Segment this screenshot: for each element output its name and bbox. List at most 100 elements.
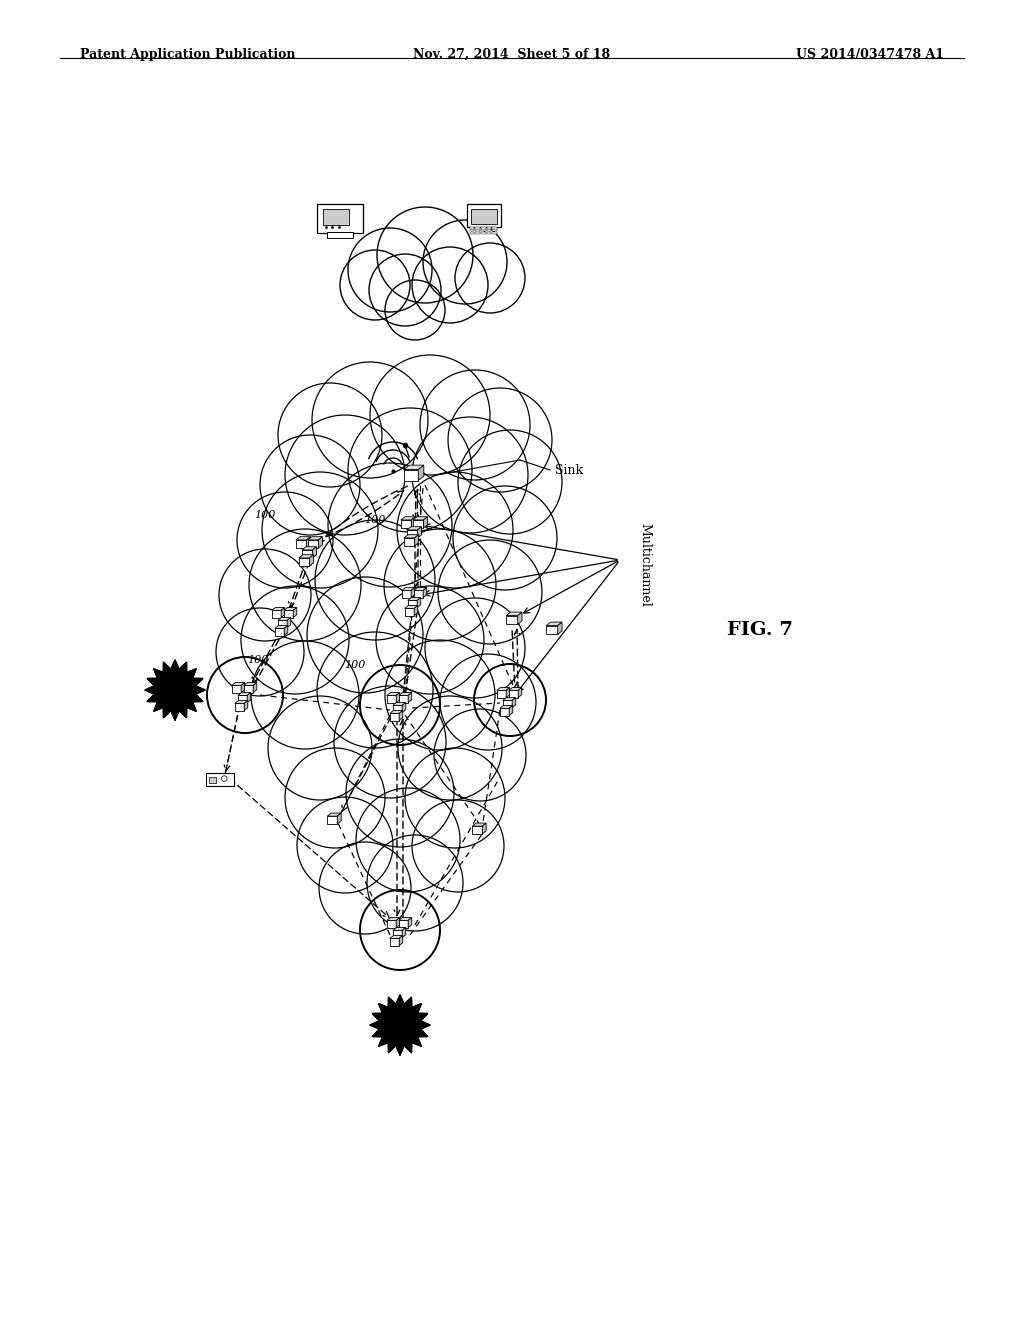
Circle shape xyxy=(356,788,460,892)
Polygon shape xyxy=(506,688,510,697)
Circle shape xyxy=(315,520,435,640)
Circle shape xyxy=(377,207,473,304)
Circle shape xyxy=(370,355,490,475)
Polygon shape xyxy=(509,690,518,697)
Circle shape xyxy=(348,408,472,532)
Text: Nov. 27, 2014  Sheet 5 of 18: Nov. 27, 2014 Sheet 5 of 18 xyxy=(414,48,610,61)
Bar xyxy=(209,777,216,783)
Polygon shape xyxy=(503,701,512,708)
Circle shape xyxy=(397,473,513,587)
Polygon shape xyxy=(231,682,245,685)
Polygon shape xyxy=(271,610,282,618)
Bar xyxy=(316,205,364,232)
Circle shape xyxy=(412,247,488,323)
Circle shape xyxy=(219,549,311,642)
Polygon shape xyxy=(402,928,406,937)
Polygon shape xyxy=(423,587,427,598)
Bar xyxy=(475,230,480,231)
Circle shape xyxy=(438,540,542,644)
Circle shape xyxy=(241,586,349,694)
Circle shape xyxy=(346,739,454,847)
Circle shape xyxy=(285,414,406,535)
Polygon shape xyxy=(509,705,513,715)
Polygon shape xyxy=(337,813,341,824)
Circle shape xyxy=(385,280,445,341)
Polygon shape xyxy=(145,660,205,719)
Polygon shape xyxy=(328,816,337,824)
Polygon shape xyxy=(408,598,421,601)
Polygon shape xyxy=(404,465,424,470)
Polygon shape xyxy=(500,709,509,715)
Polygon shape xyxy=(401,516,416,520)
Circle shape xyxy=(249,529,361,642)
Bar xyxy=(470,230,474,231)
Polygon shape xyxy=(415,535,419,546)
Circle shape xyxy=(251,642,359,748)
Polygon shape xyxy=(412,587,415,598)
Circle shape xyxy=(278,383,382,487)
Polygon shape xyxy=(413,520,424,528)
Circle shape xyxy=(334,686,446,799)
Polygon shape xyxy=(238,696,247,702)
Polygon shape xyxy=(404,606,418,609)
Polygon shape xyxy=(309,554,313,566)
Polygon shape xyxy=(287,618,291,627)
Text: 100: 100 xyxy=(365,515,386,525)
Polygon shape xyxy=(238,693,251,696)
Polygon shape xyxy=(512,697,516,708)
Bar xyxy=(475,227,480,228)
Polygon shape xyxy=(312,546,316,558)
Polygon shape xyxy=(370,995,430,1055)
Circle shape xyxy=(406,748,505,847)
Polygon shape xyxy=(393,705,402,713)
Polygon shape xyxy=(399,710,402,721)
Polygon shape xyxy=(424,516,427,528)
Polygon shape xyxy=(399,936,402,945)
Polygon shape xyxy=(234,704,244,710)
Circle shape xyxy=(262,473,378,587)
Polygon shape xyxy=(509,688,522,690)
Polygon shape xyxy=(407,527,422,529)
Circle shape xyxy=(348,228,432,312)
Polygon shape xyxy=(242,682,245,693)
Circle shape xyxy=(434,709,526,801)
Bar xyxy=(470,227,474,228)
Circle shape xyxy=(385,640,495,750)
Text: Sink: Sink xyxy=(555,463,583,477)
Bar xyxy=(486,230,492,231)
Circle shape xyxy=(458,430,562,535)
Text: 100: 100 xyxy=(254,510,275,520)
Polygon shape xyxy=(271,607,285,610)
Text: Multichannel: Multichannel xyxy=(639,523,651,607)
Polygon shape xyxy=(387,920,396,928)
Polygon shape xyxy=(404,470,418,480)
Text: Patent Application Publication: Patent Application Publication xyxy=(80,48,296,61)
Bar xyxy=(493,227,498,228)
Polygon shape xyxy=(414,590,423,598)
Polygon shape xyxy=(418,465,424,480)
Circle shape xyxy=(340,249,410,319)
Circle shape xyxy=(307,577,423,693)
Polygon shape xyxy=(393,931,402,937)
Polygon shape xyxy=(244,682,257,685)
Polygon shape xyxy=(482,824,486,834)
Polygon shape xyxy=(302,546,316,550)
Polygon shape xyxy=(418,527,422,539)
Polygon shape xyxy=(472,826,482,834)
Polygon shape xyxy=(390,939,399,945)
Circle shape xyxy=(412,417,528,533)
Polygon shape xyxy=(293,607,297,618)
Text: US 2014/0347478 A1: US 2014/0347478 A1 xyxy=(796,48,944,61)
Circle shape xyxy=(221,776,227,781)
Polygon shape xyxy=(403,535,419,539)
Text: 100: 100 xyxy=(248,655,268,665)
Polygon shape xyxy=(558,622,562,635)
Polygon shape xyxy=(234,701,248,704)
Bar xyxy=(467,205,501,227)
Bar xyxy=(481,227,485,228)
Polygon shape xyxy=(398,920,409,928)
Polygon shape xyxy=(244,701,248,710)
Polygon shape xyxy=(500,705,513,709)
Polygon shape xyxy=(302,550,312,558)
Bar xyxy=(327,231,353,238)
